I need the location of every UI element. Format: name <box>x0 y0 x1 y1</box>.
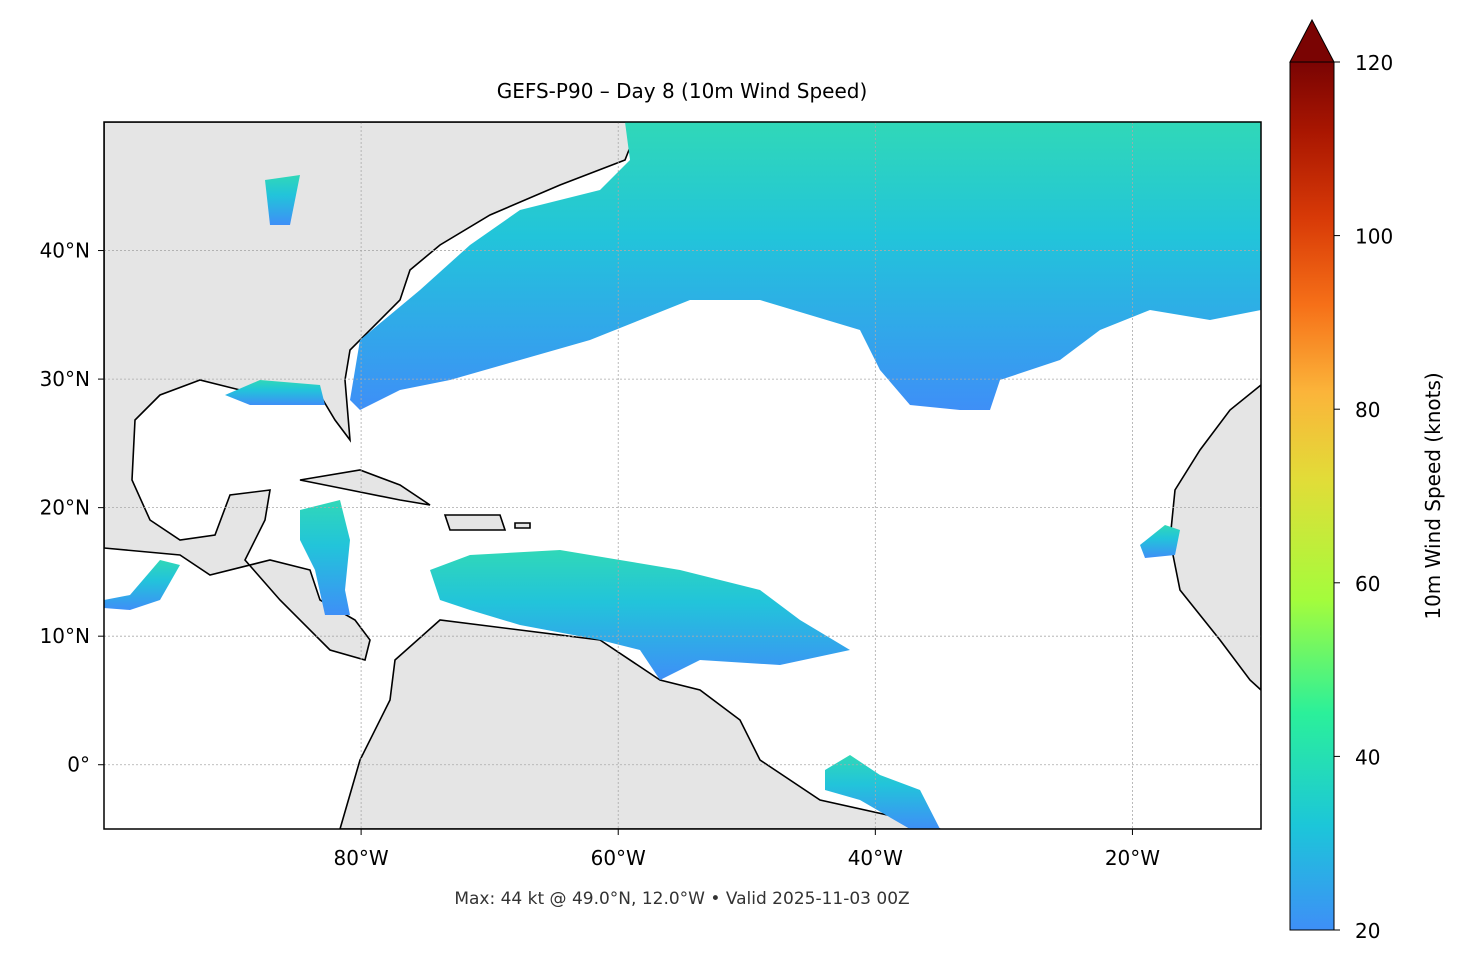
wind-field <box>104 122 1261 829</box>
x-tick-label: 20°W <box>1105 846 1160 870</box>
map-area <box>104 122 1261 829</box>
colorbar <box>1289 61 1335 931</box>
footer-note: Max: 44 kt @ 49.0°N, 12.0°W • Valid 2025… <box>454 889 909 909</box>
y-tick-label: 0° <box>67 753 90 777</box>
africa <box>1169 383 1261 692</box>
wind-pacific <box>104 560 180 610</box>
map-title: GEFS-P90 – Day 8 (10m Wind Speed) <box>497 79 868 103</box>
colorbar-extend <box>1289 18 1335 63</box>
y-tick-label: 10°N <box>40 624 90 648</box>
south-america <box>339 619 941 829</box>
wind-equatorial <box>825 755 940 829</box>
x-tick-label: 60°W <box>591 846 646 870</box>
colorbar-tick-label: 60 <box>1355 572 1380 596</box>
colorbar-label: 10m Wind Speed (knots) <box>1421 372 1445 619</box>
wind-gulf <box>225 380 325 405</box>
cuba <box>299 469 431 506</box>
y-tick-label: 20°N <box>40 496 90 520</box>
x-tick-label: 40°W <box>848 846 903 870</box>
x-tick-label: 80°W <box>333 846 388 870</box>
colorbar-tick-label: 40 <box>1355 745 1380 769</box>
y-tick-label: 40°N <box>40 239 90 263</box>
wind-east <box>1140 525 1180 558</box>
puerto-rico <box>514 522 531 529</box>
gridlines <box>104 122 1261 829</box>
colorbar-tick-label: 20 <box>1355 919 1380 943</box>
colorbar-tick-label: 100 <box>1355 225 1393 249</box>
y-tick-label: 30°N <box>40 367 90 391</box>
hispaniola <box>443 514 507 531</box>
colorbar-tick-label: 80 <box>1355 398 1380 422</box>
colorbar-tick-label: 120 <box>1355 51 1393 75</box>
wind-north-atlantic <box>350 122 1261 410</box>
wind-great-lakes <box>265 175 300 225</box>
wind-caribbean <box>430 550 850 680</box>
map-frame <box>103 121 1262 830</box>
wind-western-caribbean <box>300 500 350 615</box>
